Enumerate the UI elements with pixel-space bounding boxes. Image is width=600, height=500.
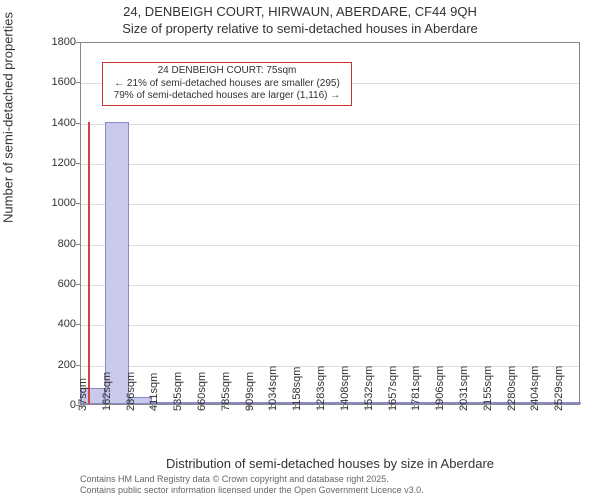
info-line: 79% of semi-detached houses are larger (… [109, 90, 345, 103]
xtick-mark [176, 405, 177, 409]
xtick-mark [271, 405, 272, 409]
xtick-mark [367, 405, 368, 409]
gridline-h [81, 285, 579, 286]
title-block: 24, DENBEIGH COURT, HIRWAUN, ABERDARE, C… [0, 4, 600, 36]
ytick-label: 1400 [36, 117, 76, 129]
ytick-label: 600 [36, 278, 76, 290]
xtick-mark [462, 405, 463, 409]
xtick-mark [295, 405, 296, 409]
ytick-mark [76, 163, 80, 164]
xtick-mark [224, 405, 225, 409]
xtick-mark [152, 405, 153, 409]
histogram-bar [105, 122, 129, 404]
xtick-mark [486, 405, 487, 409]
ytick-label: 1600 [36, 76, 76, 88]
ytick-mark [76, 123, 80, 124]
gridline-h [81, 204, 579, 205]
ytick-mark [76, 82, 80, 83]
gridline-h [81, 164, 579, 165]
gridline-h [81, 325, 579, 326]
ytick-mark [76, 365, 80, 366]
xtick-mark [105, 405, 106, 409]
chart-container: 24, DENBEIGH COURT, HIRWAUN, ABERDARE, C… [0, 0, 600, 500]
xtick-mark [438, 405, 439, 409]
ytick-label: 1000 [36, 197, 76, 209]
ytick-label: 200 [36, 359, 76, 371]
gridline-h [81, 124, 579, 125]
xtick-mark [319, 405, 320, 409]
footer-line1: Contains HM Land Registry data © Crown c… [80, 474, 424, 485]
x-axis-label: Distribution of semi-detached houses by … [80, 456, 580, 471]
xtick-mark [414, 405, 415, 409]
xtick-mark [343, 405, 344, 409]
footer-attribution: Contains HM Land Registry data © Crown c… [80, 474, 424, 496]
footer-line2: Contains public sector information licen… [80, 485, 424, 496]
title-line1: 24, DENBEIGH COURT, HIRWAUN, ABERDARE, C… [0, 4, 600, 19]
info-box: 24 DENBEIGH COURT: 75sqm← 21% of semi-de… [102, 62, 352, 106]
ytick-label: 0 [36, 399, 76, 411]
ytick-mark [76, 284, 80, 285]
gridline-h [81, 366, 579, 367]
xtick-mark [391, 405, 392, 409]
title-line2: Size of property relative to semi-detach… [0, 21, 600, 36]
xtick-mark [81, 405, 82, 409]
ytick-mark [76, 324, 80, 325]
info-line: ← 21% of semi-detached houses are smalle… [109, 78, 345, 91]
ytick-label: 1800 [36, 36, 76, 48]
xtick-mark [200, 405, 201, 409]
xtick-mark [248, 405, 249, 409]
ytick-mark [76, 244, 80, 245]
ytick-mark [76, 203, 80, 204]
y-axis-label: Number of semi-detached properties [1, 12, 16, 223]
info-line: 24 DENBEIGH COURT: 75sqm [109, 65, 345, 78]
ytick-mark [76, 42, 80, 43]
xtick-mark [557, 405, 558, 409]
xtick-mark [510, 405, 511, 409]
ytick-label: 800 [36, 238, 76, 250]
ytick-label: 400 [36, 318, 76, 330]
xtick-mark [129, 405, 130, 409]
ytick-label: 1200 [36, 157, 76, 169]
highlight-bar [88, 122, 90, 404]
gridline-h [81, 245, 579, 246]
xtick-mark [533, 405, 534, 409]
